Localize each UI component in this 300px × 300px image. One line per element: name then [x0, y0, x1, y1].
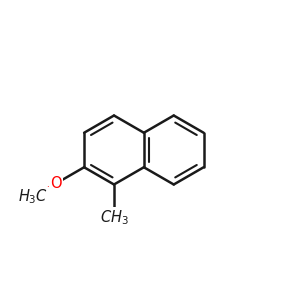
Text: $CH_3$: $CH_3$: [100, 208, 128, 226]
Text: $H_3C$: $H_3C$: [18, 188, 48, 206]
Text: O: O: [50, 176, 62, 191]
